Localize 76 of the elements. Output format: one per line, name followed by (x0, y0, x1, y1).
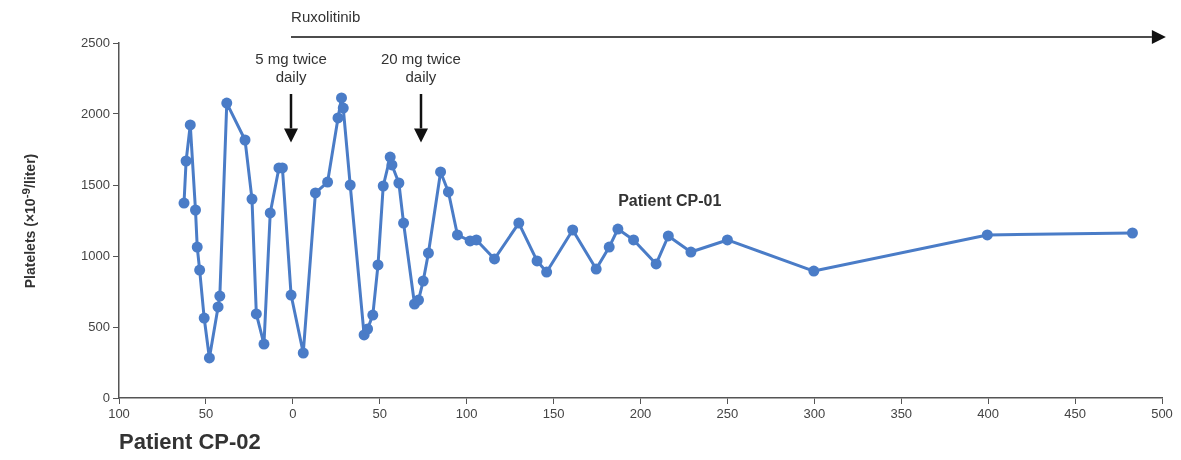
point (191, 241, 203, 253)
point (417, 275, 429, 287)
point (246, 193, 258, 205)
point (393, 177, 405, 189)
point (332, 112, 344, 124)
point (285, 289, 297, 301)
point (214, 290, 226, 302)
point (451, 229, 463, 241)
point (612, 223, 624, 235)
x-tick-label: 250 (716, 406, 739, 422)
x-tick-label: 400 (977, 406, 1000, 422)
text: Ruxolitinib (291, 8, 361, 26)
point (212, 301, 224, 313)
x-tick-label: 200 (629, 406, 652, 422)
point (258, 338, 270, 350)
point (239, 134, 251, 146)
point (442, 186, 454, 198)
y-tick-label: 0 (102, 389, 110, 405)
point (386, 159, 398, 171)
point (541, 266, 553, 278)
point (685, 246, 697, 258)
point (721, 234, 733, 246)
point (309, 187, 321, 199)
x-tick-label: 500 (1151, 406, 1173, 422)
point (367, 309, 379, 321)
x-tick-label: 300 (803, 406, 826, 422)
y-tick-label: 1000 (81, 247, 110, 263)
point (189, 204, 201, 216)
point (435, 166, 447, 178)
y-tick-label: 500 (88, 318, 110, 334)
point (513, 217, 525, 229)
annotation: 5 mg twice daily (254, 50, 328, 86)
y-tick-label: 2000 (81, 105, 110, 121)
point (180, 155, 192, 167)
point (808, 265, 820, 277)
point (981, 229, 993, 241)
x-tick-label: 0 (289, 406, 297, 422)
point (184, 119, 196, 131)
annotation: Patient CP-01 (618, 191, 722, 210)
point (531, 255, 543, 267)
point (264, 207, 276, 219)
x-tick-label: 100 (108, 406, 130, 422)
point (362, 323, 374, 335)
x-tick-label: 150 (542, 406, 565, 422)
point (221, 97, 233, 109)
point (488, 253, 500, 265)
point (662, 230, 674, 242)
x-axis-title: Patient CP-02 (119, 428, 261, 454)
point (603, 241, 615, 253)
point (198, 312, 210, 324)
point (344, 179, 356, 191)
point (203, 352, 215, 364)
x-tick-label: 50 (198, 406, 214, 422)
y-tick-label: 1500 (81, 176, 110, 192)
point (1126, 227, 1138, 239)
point (250, 308, 262, 320)
point (178, 197, 190, 209)
point (398, 217, 410, 229)
point (322, 176, 334, 188)
point (194, 264, 206, 276)
point (422, 247, 434, 259)
point (650, 258, 662, 270)
y-tick-label: 2500 (81, 34, 110, 50)
point (297, 347, 309, 359)
x-tick-label: 350 (890, 406, 913, 422)
x-tick-label: 50 (372, 406, 387, 422)
x-tick-label: 450 (1064, 406, 1086, 422)
x-tick-label: 100 (455, 406, 478, 422)
point (377, 180, 389, 192)
point (628, 234, 640, 246)
annotation: 20 mg twice daily (379, 50, 462, 86)
point (337, 102, 349, 114)
point (336, 92, 348, 104)
point (590, 263, 602, 275)
point (372, 259, 384, 271)
point (567, 224, 579, 236)
